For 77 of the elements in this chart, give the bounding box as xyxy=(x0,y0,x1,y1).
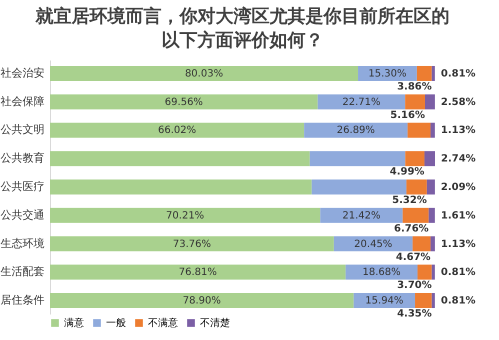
bar xyxy=(418,264,432,280)
bar xyxy=(412,236,431,252)
data-label: 3.70% xyxy=(397,280,432,292)
y-tick-label: 公共医疗 xyxy=(0,180,44,193)
bar xyxy=(406,180,427,194)
data-label: 1.61% xyxy=(440,210,476,222)
y-tick-label: 公共文明 xyxy=(0,123,44,136)
data-label: 1.13% xyxy=(440,238,476,250)
bar xyxy=(432,293,435,308)
legend-label: 一般 xyxy=(106,318,126,329)
data-label: 0.81% xyxy=(440,267,476,278)
bar xyxy=(50,293,354,308)
bar xyxy=(312,180,406,194)
data-label: 2.09% xyxy=(440,182,476,193)
data-label: 2.58% xyxy=(440,96,476,108)
legend-label: 不清楚 xyxy=(200,317,230,329)
data-label: 0.81% xyxy=(440,68,476,80)
bar xyxy=(432,66,435,81)
bar xyxy=(424,94,435,110)
data-label: 73.76% xyxy=(172,238,212,250)
y-tick-label: 居住条件 xyxy=(0,294,44,307)
y-tick-label: 公共教育 xyxy=(0,152,44,165)
bar xyxy=(318,94,406,110)
data-label: 6.76% xyxy=(394,223,429,234)
data-label: 4.99% xyxy=(390,166,424,178)
bar xyxy=(430,122,435,138)
data-label: 21.42% xyxy=(342,210,381,222)
bar xyxy=(304,122,408,138)
bar xyxy=(50,208,320,223)
bar xyxy=(426,180,435,194)
bar xyxy=(416,66,432,81)
bar xyxy=(405,151,424,166)
data-label: 15.94% xyxy=(365,296,404,307)
bar xyxy=(50,236,334,252)
data-label: 4.35% xyxy=(397,308,432,320)
data-label: 5.16% xyxy=(390,110,425,121)
data-label: 22.71% xyxy=(342,96,380,108)
bar xyxy=(432,264,435,280)
data-label: 20.45% xyxy=(354,238,392,250)
bar xyxy=(408,122,431,138)
bar xyxy=(50,180,312,194)
legend-label: 不满意 xyxy=(148,317,178,329)
bar xyxy=(415,293,432,308)
data-label: 70.21% xyxy=(166,210,204,222)
bar xyxy=(50,122,304,138)
y-tick-label: 社会治安 xyxy=(0,66,44,80)
bar xyxy=(50,94,318,110)
data-label: 5.32% xyxy=(392,195,427,206)
chart-title: 就宜居环境而言，你对大湾区尤其是你目前所在区的以下方面评价如何？ xyxy=(34,6,450,51)
data-label: 3.86% xyxy=(397,81,432,92)
data-label: 0.81% xyxy=(440,296,476,307)
data-label: 76.81% xyxy=(178,267,217,278)
data-label: 66.02% xyxy=(158,125,196,136)
y-tick-label: 公共交通 xyxy=(0,208,44,222)
data-label: 1.13% xyxy=(440,125,476,136)
data-label: 26.89% xyxy=(336,125,375,136)
bar xyxy=(405,94,425,110)
y-tick-label: 生态环境 xyxy=(0,236,44,250)
bar xyxy=(424,151,435,166)
data-label: 18.68% xyxy=(362,267,401,278)
bar xyxy=(430,236,435,252)
data-label: 15.30% xyxy=(368,68,407,80)
data-label: 78.90% xyxy=(182,296,221,307)
bar xyxy=(428,208,435,223)
data-label: 4.67% xyxy=(396,252,431,263)
data-label: 80.03% xyxy=(184,68,224,80)
legend-label: 满意 xyxy=(64,317,84,329)
data-label: 2.74% xyxy=(441,154,476,165)
bar xyxy=(50,66,358,81)
bar xyxy=(320,208,403,223)
y-tick-label: 社会保障 xyxy=(0,94,44,108)
bar xyxy=(50,264,346,280)
bar xyxy=(310,151,406,166)
bar xyxy=(50,151,310,166)
y-tick-label: 生活配套 xyxy=(0,265,44,278)
data-label: 69.56% xyxy=(164,96,203,108)
bar xyxy=(402,208,429,223)
